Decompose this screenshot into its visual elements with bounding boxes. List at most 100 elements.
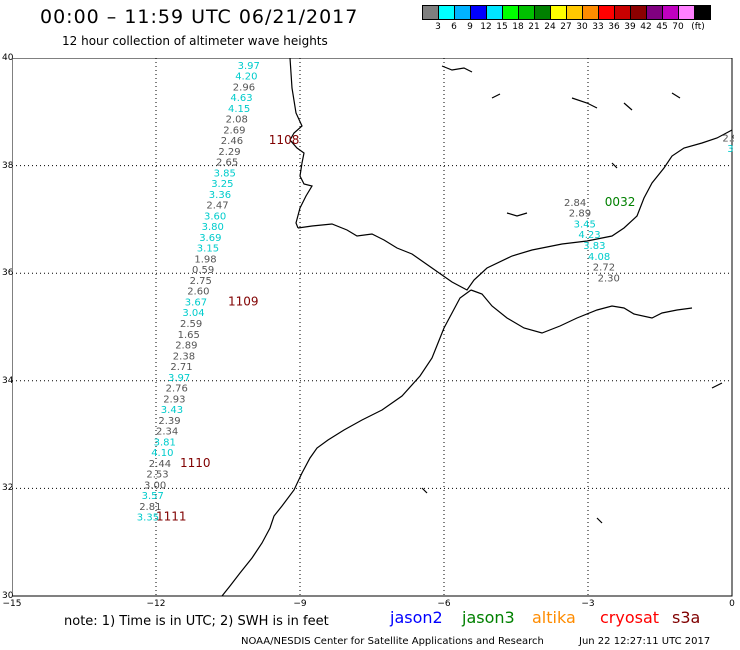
wave-height-value: 4.10 <box>151 448 173 459</box>
legend-swatch <box>678 5 695 20</box>
wave-height-value: 2.38 <box>173 351 195 362</box>
pass-time-label: 1111 <box>156 510 187 524</box>
wave-height-value: 1.65 <box>178 330 200 341</box>
legend-label: 36 <box>608 22 620 32</box>
lat-tick-label: 34 <box>2 375 14 386</box>
lon-tick-label: −12 <box>146 599 166 609</box>
graticule <box>12 58 732 596</box>
wave-height-value: 2.46 <box>221 136 243 147</box>
subtitle: 12 hour collection of altimeter wave hei… <box>62 34 328 48</box>
legend-swatch <box>566 5 583 20</box>
wave-height-value: 4.20 <box>235 72 257 83</box>
island-6 <box>611 162 618 169</box>
wave-height-value: 2.75 <box>190 276 212 287</box>
credit: NOAA/NESDIS Center for Satellite Applica… <box>241 636 544 647</box>
wave-height-value: 4.15 <box>228 104 250 115</box>
legend-label: 24 <box>544 22 556 32</box>
legend-swatch <box>550 5 567 20</box>
wave-height-value: 3.97 <box>238 61 260 72</box>
wave-height-value: 2.53 <box>146 470 168 481</box>
island-8 <box>596 517 603 524</box>
wave-height-value: 2.84 <box>564 198 586 209</box>
wave-height-value: 3.81 <box>154 437 176 448</box>
map-frame <box>12 58 733 597</box>
wave-height-value: 2.65 <box>216 158 238 169</box>
pass-time-label: 1108 <box>269 133 300 147</box>
legend-label: 21 <box>528 22 540 32</box>
wave-height-points: 3.974.202.964.634.152.082.692.462.292.65… <box>137 61 734 524</box>
pass-time-label: 1109 <box>228 294 259 308</box>
wave-height-value: 3.15 <box>197 244 219 255</box>
wave-height-value: 3.25 <box>211 179 233 190</box>
wave-height-value: 3.85 <box>214 168 236 179</box>
legend-swatch <box>502 5 519 20</box>
island-9 <box>421 487 428 494</box>
legend-swatch <box>518 5 535 20</box>
legend-swatch <box>646 5 663 20</box>
iberia-west-coast <box>289 58 313 229</box>
island-10 <box>711 382 723 389</box>
wave-height-value: 1.98 <box>194 254 216 265</box>
satellite-jason3: jason3 <box>462 608 515 627</box>
legend-swatch <box>534 5 551 20</box>
wave-height-value: 3.04 <box>182 308 204 319</box>
legend-swatch <box>486 5 503 20</box>
lat-tick-label: 36 <box>2 268 14 279</box>
pass-time-label: 0032 <box>605 195 636 209</box>
wave-height-value: 3.57 <box>142 491 164 502</box>
wave-height-value: 2.71 <box>170 362 192 373</box>
legend-swatch <box>582 5 599 20</box>
legend-swatch <box>630 5 647 20</box>
wave-height-value: 2.9 <box>722 133 734 144</box>
island-2 <box>571 97 598 109</box>
title: 00:00 – 11:59 UTC 06/21/2017 <box>40 6 359 28</box>
wave-height-value: 3 <box>727 144 733 155</box>
pass-time-label: 1110 <box>180 456 211 470</box>
legend-label: 9 <box>467 22 473 32</box>
satellite-cryosat: cryosat <box>600 608 660 627</box>
wave-height-value: 4.08 <box>588 252 610 263</box>
north-africa-coast <box>221 289 472 597</box>
wave-height-value: 2.08 <box>226 115 248 126</box>
wave-height-value: 2.39 <box>158 416 180 427</box>
timestamp: Jun 22 12:27:11 UTC 2017 <box>579 636 711 647</box>
wave-height-value: 4.63 <box>230 93 252 104</box>
wave-height-value: 3.43 <box>161 405 183 416</box>
legend-swatch <box>454 5 471 20</box>
wave-height-value: 2.29 <box>218 147 240 158</box>
wave-height-value: 3.80 <box>202 222 224 233</box>
legend-label: 39 <box>624 22 636 32</box>
legend-label: 45 <box>656 22 668 32</box>
wave-height-value: 2.59 <box>180 319 202 330</box>
lat-tick-label: 38 <box>2 160 14 171</box>
color-legend <box>422 5 711 20</box>
island-3 <box>623 102 633 111</box>
wave-height-map: 3.974.202.964.634.152.082.692.462.292.65… <box>12 58 734 597</box>
wave-height-value: 2.44 <box>149 459 171 470</box>
lat-tick-label: 32 <box>2 483 14 494</box>
wave-height-value: 2.34 <box>156 427 178 438</box>
legend-label: 33 <box>592 22 604 32</box>
legend-label: 3 <box>435 22 441 32</box>
legend-label: 15 <box>496 22 508 32</box>
iberia-south-coast <box>297 129 733 291</box>
lon-tick-label: 0 <box>729 599 735 609</box>
pass-time-labels: 1108 1109 1110 1111 0032 <box>156 133 635 524</box>
lon-tick-label: −9 <box>293 599 307 609</box>
wave-height-value: 2.69 <box>223 125 245 136</box>
wave-height-value: 2.89 <box>175 341 197 352</box>
wave-height-value: 3.36 <box>209 190 231 201</box>
legend-swatch <box>694 5 711 20</box>
legend-swatch <box>598 5 615 20</box>
wave-height-value: 0.59 <box>192 265 214 276</box>
lat-tick-label: 30 <box>2 591 14 601</box>
legend-swatch <box>614 5 631 20</box>
legend-label: 6 <box>451 22 457 32</box>
satellite-jason2: jason2 <box>390 608 443 627</box>
legend-label: 42 <box>640 22 652 32</box>
legend-swatch <box>422 5 439 20</box>
wave-height-value: 2.30 <box>598 273 620 284</box>
wave-height-value: 2.93 <box>163 394 185 405</box>
lon-tick-label: −6 <box>437 599 451 609</box>
wave-height-value: 3.67 <box>185 297 207 308</box>
